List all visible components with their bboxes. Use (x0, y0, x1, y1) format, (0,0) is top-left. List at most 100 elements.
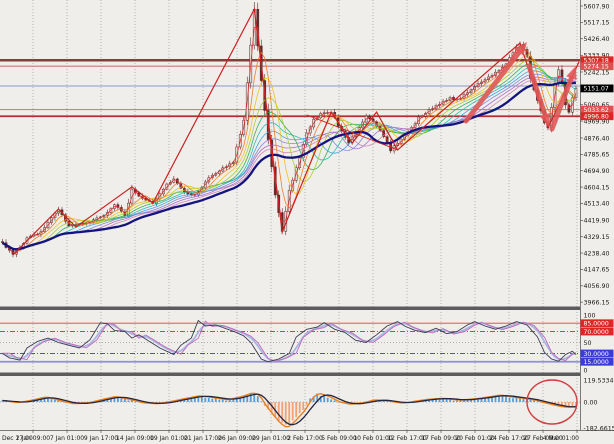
oscillator-level-box (580, 319, 614, 328)
histogram-bar (445, 398, 448, 402)
trend-arrow[interactable] (549, 66, 577, 132)
histogram-bar (519, 397, 521, 402)
price-label-box (580, 112, 614, 121)
histogram-bar (47, 398, 49, 402)
histogram-bar (358, 402, 361, 403)
axis-label: 0 (584, 367, 588, 374)
axis-label: 15.0000 (584, 359, 609, 366)
histogram-bar (204, 397, 207, 402)
axis-label: 4513.40 (584, 201, 610, 208)
axis-label: 5426.40 (584, 36, 610, 43)
price-label-box (580, 62, 614, 71)
histogram-bar (323, 395, 326, 402)
time-label: Dec 17:00 (2, 435, 33, 442)
moving-average-line (2, 76, 576, 250)
histogram-bar (281, 402, 284, 423)
time-label: 14 Jan 09:00 (116, 435, 154, 442)
histogram-bar (487, 397, 490, 402)
histogram-panel[interactable] (0, 392, 580, 428)
highlight-ellipse[interactable] (526, 379, 578, 425)
histogram-bar (158, 402, 161, 403)
histogram-bar (522, 398, 525, 402)
zigzag-line[interactable] (12, 7, 580, 256)
histogram-bar (249, 393, 252, 402)
time-label: 2 Feb 17:00 (287, 435, 323, 442)
histogram-bar (260, 401, 263, 402)
horizontal-level-lines[interactable] (0, 59, 580, 118)
histogram-bar (438, 399, 441, 402)
time-label: 27 Feb 09:00 (523, 435, 563, 442)
histogram-bar (218, 399, 221, 402)
histogram-bar (312, 396, 315, 402)
histogram-bar (575, 402, 577, 407)
histogram-bar (477, 398, 479, 402)
axis-label: 5274.15 (584, 64, 609, 71)
histogram-bar (267, 402, 270, 410)
axis-label: 5151.07 (584, 86, 609, 93)
moving-average-line (2, 54, 577, 250)
histogram-bar (316, 393, 319, 402)
histogram-bar (571, 402, 574, 407)
histogram-bar (491, 397, 493, 402)
stoch-main-line (2, 319, 577, 363)
axis-label: 4996.80 (584, 114, 609, 121)
panel-separator[interactable] (0, 372, 580, 377)
histogram-bar (337, 402, 340, 403)
trendline[interactable] (306, 114, 398, 151)
price-axis[interactable]: 5607.90 5517.15 5426.40 5333.90 5242.15 5060.… (580, 3, 614, 432)
drawing-annotations[interactable] (463, 42, 578, 425)
axis-label: 70.0000 (584, 329, 609, 336)
axis-label: 5033.62 (584, 107, 609, 114)
histogram-bar (305, 402, 308, 406)
histogram-bar (43, 397, 46, 402)
histogram-bar (498, 396, 500, 402)
trend-arrow[interactable] (526, 63, 551, 127)
histogram-bar (512, 398, 514, 402)
histogram-bar (57, 400, 60, 402)
histogram-bar (232, 397, 235, 402)
time-axis[interactable]: Dec 17:002 Jan 09:00 7 Jan 01:00 9 Jan 17:… (2, 430, 579, 442)
histogram-bar (284, 402, 287, 425)
histogram-bar (466, 399, 469, 402)
oscillator-level-box (580, 357, 614, 366)
histogram-bar (442, 399, 444, 402)
histogram-bar (319, 395, 322, 402)
histogram-bar (225, 400, 228, 402)
zigzag-trendlines[interactable] (12, 7, 580, 256)
histogram-bar (239, 397, 242, 402)
histogram-bar (515, 397, 518, 402)
stochastic-panel[interactable] (0, 319, 580, 363)
histogram-bar (82, 402, 84, 403)
axis-label: -182.6615 (584, 425, 614, 432)
histogram-bar (452, 400, 455, 402)
histogram-bar (242, 395, 245, 402)
histogram-bar (186, 398, 189, 402)
time-label: 20 Feb 01:00 (455, 435, 495, 442)
time-label: 17 Feb 09:00 (421, 435, 461, 442)
time-label: 24 Feb 17:00 (489, 435, 529, 442)
time-label: 5 Feb 09:00 (321, 435, 357, 442)
histogram-bar (459, 400, 462, 402)
oscillator-level-box (580, 327, 614, 336)
axis-label: 0.00 (584, 399, 598, 406)
moving-average-line (2, 63, 577, 250)
histogram-bar (473, 399, 476, 402)
histogram-bar (246, 395, 249, 402)
axis-label: 4876.40 (584, 135, 610, 142)
axis-label: 30.0000 (584, 351, 609, 358)
histogram-bar (463, 399, 465, 402)
histogram-bar (116, 397, 119, 402)
histogram-bar (561, 402, 563, 407)
histogram-bar (256, 396, 259, 402)
histogram-bar (54, 399, 56, 402)
trend-arrow[interactable] (463, 42, 527, 124)
axis-label: 119.5334 (584, 377, 614, 384)
panel-separator[interactable] (0, 306, 580, 311)
axis-label: 100 (584, 312, 596, 319)
time-label: 10 Feb 01:00 (353, 435, 393, 442)
stoch-signal-line (2, 320, 577, 362)
histogram-bar (386, 401, 389, 403)
histogram-bar (277, 402, 280, 422)
histogram-bar (109, 397, 112, 402)
